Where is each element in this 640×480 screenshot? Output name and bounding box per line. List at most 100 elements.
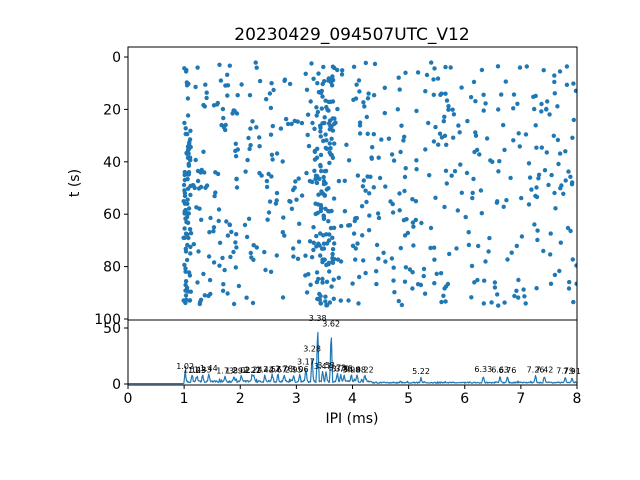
peak-annotation: 2.57: [263, 365, 281, 374]
scatter-point: [185, 131, 190, 137]
peak-annotation: 4.22: [356, 366, 374, 375]
scatter-point: [570, 257, 575, 262]
scatter-point: [571, 299, 576, 305]
scatter-point: [330, 251, 335, 257]
scatter-point: [324, 279, 330, 284]
scatter-point: [194, 205, 199, 210]
scatter-point: [250, 300, 256, 306]
scatter-point: [322, 79, 327, 84]
scatter-point: [503, 79, 508, 84]
scatter-point: [307, 178, 313, 184]
scatter-point: [410, 270, 415, 275]
scatter-point: [314, 270, 320, 275]
scatter-point: [536, 172, 542, 177]
scatter-point: [449, 173, 454, 178]
scatter-point: [223, 83, 228, 88]
scatter-point: [182, 120, 187, 126]
scatter-point: [331, 196, 337, 201]
scatter-point: [289, 121, 294, 127]
scatter-point: [204, 90, 209, 95]
scatter-point: [288, 199, 293, 204]
scatter-point: [251, 257, 256, 262]
scatter-point: [326, 219, 331, 224]
scatter-point: [396, 298, 401, 304]
scatter-point: [414, 167, 419, 172]
x-tick-label: 0: [124, 391, 133, 407]
scatter-point: [354, 82, 359, 87]
scatter-point: [353, 257, 358, 262]
scatter-point: [208, 215, 213, 221]
scatter-point: [473, 99, 478, 104]
scatter-point: [431, 77, 436, 82]
scatter-point: [339, 223, 344, 229]
scatter-point: [327, 150, 332, 155]
peak-annotation: 1.89: [225, 367, 243, 376]
scatter-point: [321, 64, 326, 70]
scatter-point: [526, 161, 532, 166]
x-axis-label: IPI (ms): [325, 411, 378, 427]
peak-annotation: 7.79: [556, 367, 574, 376]
scatter-point: [185, 201, 190, 206]
scatter-point: [328, 146, 333, 151]
scatter-point: [195, 168, 201, 174]
scatter-point: [402, 188, 407, 194]
scatter-point: [403, 265, 409, 270]
scatter-point: [312, 126, 317, 131]
scatter-point: [489, 300, 494, 305]
scatter-point: [216, 207, 222, 212]
scatter-point: [383, 259, 388, 264]
scatter-point: [539, 145, 544, 150]
scatter-point: [224, 219, 229, 224]
scatter-point: [411, 243, 416, 248]
scatter-point: [274, 253, 279, 258]
scatter-point: [313, 176, 318, 182]
scatter-point: [509, 250, 514, 255]
scatter-point: [215, 100, 220, 106]
scatter-point: [569, 182, 575, 187]
scatter-point: [371, 132, 376, 137]
scatter-point: [253, 60, 258, 65]
scatter-point: [367, 191, 372, 196]
scatter-point: [322, 120, 327, 126]
scatter-point: [195, 65, 200, 70]
scatter-point: [230, 111, 235, 116]
scatter-point: [443, 64, 448, 70]
scatter-point: [463, 214, 468, 220]
scatter-point: [246, 216, 252, 221]
scatter-point: [437, 131, 443, 136]
scatter-point: [392, 290, 397, 295]
scatter-point: [318, 253, 323, 258]
scatter-point: [316, 297, 321, 302]
scatter-point: [308, 99, 313, 104]
scatter-point: [287, 81, 293, 87]
scatter-point: [552, 272, 558, 278]
scatter-point: [282, 233, 287, 238]
scatter-point: [185, 197, 190, 202]
scatter-point: [573, 88, 577, 93]
peak-annotation: 2.21: [243, 366, 261, 375]
scatter-point: [556, 161, 561, 167]
scatter-point: [327, 269, 332, 274]
scatter-point: [216, 218, 221, 224]
scatter-point: [312, 168, 317, 173]
scatter-point: [211, 225, 217, 230]
scatter-point: [313, 211, 318, 217]
scatter-point: [446, 107, 451, 112]
scatter-point: [187, 298, 193, 303]
scatter-point: [479, 67, 485, 73]
scatter-point: [355, 173, 361, 178]
scatter-point: [357, 89, 362, 94]
scatter-point: [264, 184, 270, 190]
scatter-point: [186, 235, 191, 241]
scatter-point: [336, 178, 342, 184]
scatter-point: [465, 118, 470, 124]
peak-annotation: 3.73: [328, 363, 346, 372]
scatter-point: [544, 150, 549, 155]
scatter-point: [382, 85, 387, 91]
scatter-point: [423, 147, 428, 152]
scatter-point: [535, 228, 540, 233]
scatter-point: [526, 202, 532, 207]
scatter-point: [542, 168, 548, 173]
scatter-point: [516, 277, 521, 283]
scatter-point: [318, 231, 323, 236]
